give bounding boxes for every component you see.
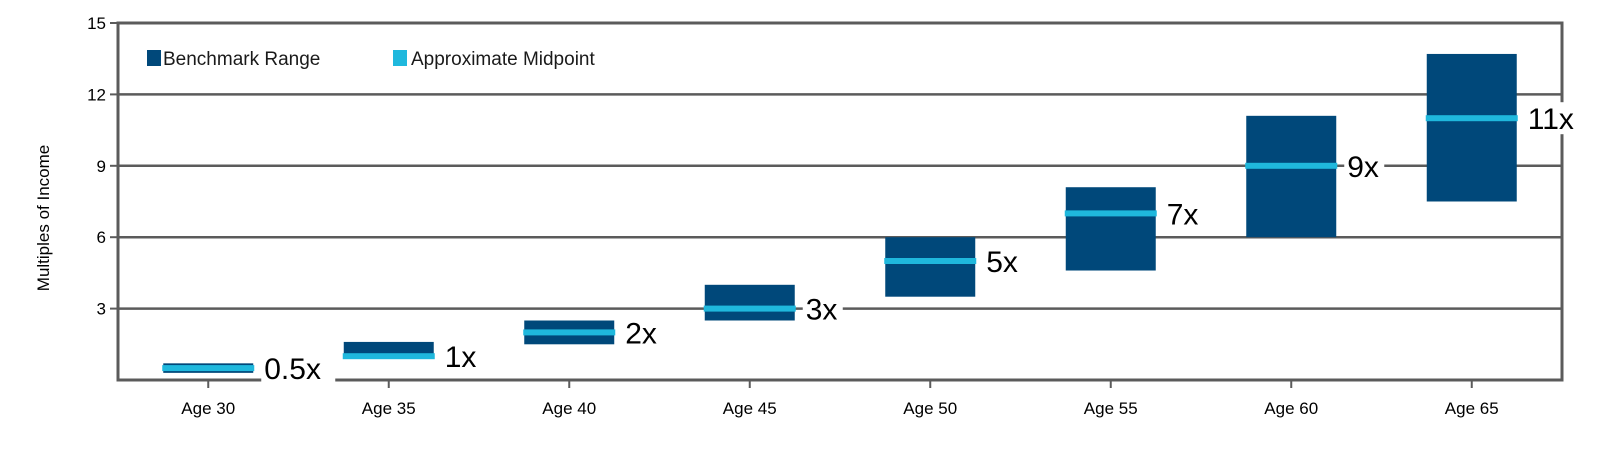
data-label: 0.5x [264,353,321,386]
midpoint-marker [523,329,616,336]
plot-frame [116,21,1564,382]
midpoint-marker [1245,162,1338,169]
y-tick-label: 9 [97,157,106,176]
plot-border [116,21,1564,382]
gridlines [118,93,1562,310]
data-label-backing [802,292,843,325]
benchmark-range-bar [704,284,795,321]
y-tick-label: 6 [97,228,106,247]
benchmark-range-bar [1246,115,1337,238]
midpoint-marker [884,258,977,264]
data-label: 2x [625,317,657,350]
legend-swatch-approximate-midpoint [393,50,407,66]
midpoint-marker [1425,115,1518,122]
legend: Benchmark Range Approximate Midpoint [147,49,595,70]
benchmark-range-bar [343,341,434,357]
benchmark-range-bar [1065,187,1156,271]
x-tick-label: Age 40 [542,399,596,418]
data-label: 3x [806,294,838,327]
midpoint-marker [342,353,435,360]
x-tick-label: Age 45 [723,399,777,418]
data-label-backing [983,245,1024,277]
x-axis-ticks: Age 30 Age 35 Age 40 Age 45 Age 50 Age 55 Age … [181,380,1499,418]
data-label: 9x [1347,151,1379,184]
x-tick-label: Age 55 [1084,399,1138,418]
y-tick-label: 15 [87,14,106,33]
data-label: 1x [445,341,477,374]
midpoint-marker [162,365,255,372]
legend-label-approximate-midpoint: Approximate Midpoint [411,49,595,70]
x-tick-label: Age 35 [362,399,416,418]
y-tick-label: 3 [97,300,106,319]
data-label: 7x [1167,198,1199,231]
x-tick-label: Age 50 [903,399,957,418]
data-label-backing [441,340,482,373]
legend-swatch-benchmark-range [147,50,161,66]
data-label-backing [1163,197,1204,230]
data-label: 5x [986,246,1018,279]
data-label-backing [1344,149,1385,182]
benchmark-range-bar [885,237,976,297]
legend-label-benchmark-range: Benchmark Range [163,49,320,70]
data-label-backing [1524,102,1582,135]
benchmark-range-bar [1426,53,1517,202]
x-tick-label: Age 60 [1264,399,1318,418]
data-labels: 0.5x 1x 2x 3x 5x 7x 9x 11x [261,102,1582,386]
data-label: 11x [1528,103,1574,136]
data-label-backing [261,352,336,385]
range-bars [162,53,1518,373]
y-axis-ticks: 3 6 9 12 15 [87,14,118,319]
y-axis-label: Multiples of Income [34,145,53,291]
data-label-backing [622,316,663,349]
midpoint-marker [1064,210,1157,217]
x-tick-label: Age 65 [1445,399,1499,418]
midpoint-marker [703,305,796,312]
y-tick-label: 12 [87,85,106,104]
x-tick-label: Age 30 [181,399,235,418]
